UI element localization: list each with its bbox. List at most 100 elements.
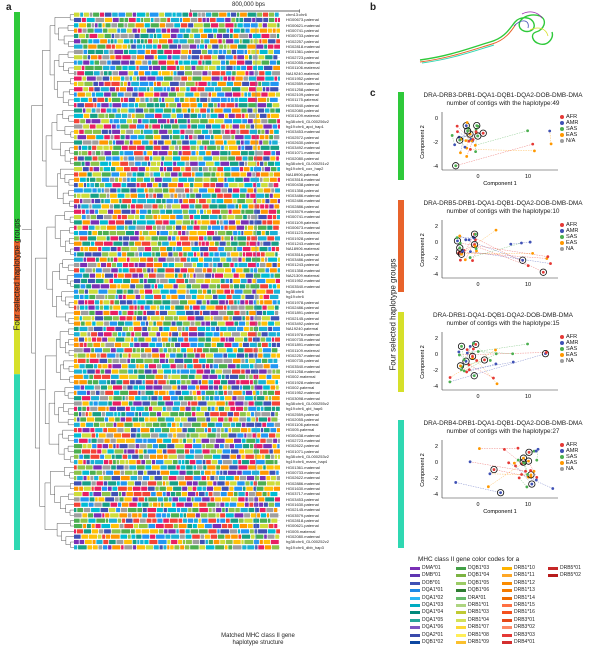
gene-block [81, 278, 88, 284]
gene-block [181, 390, 189, 395]
gene-block [126, 492, 133, 497]
gene-block [153, 358, 160, 363]
gene-block [240, 412, 246, 417]
gene-block [215, 438, 225, 443]
gene-block [177, 119, 187, 124]
gene-block [95, 225, 100, 230]
gene-block [237, 199, 245, 204]
gene-block [221, 188, 228, 193]
gene-block [113, 257, 118, 262]
gene-block [186, 230, 189, 236]
gene-block [138, 497, 144, 502]
gene-block [197, 252, 200, 257]
gene-block [110, 167, 116, 172]
gene-block [127, 177, 130, 182]
gene-block [180, 374, 188, 379]
gene-block [117, 252, 122, 257]
gene-block [266, 337, 272, 342]
gene-block [275, 246, 279, 252]
gene-block [81, 502, 88, 507]
gene-block [207, 236, 212, 241]
gene-block [211, 278, 220, 284]
gene-block [259, 294, 263, 300]
gene-block [112, 545, 121, 550]
gene-block [239, 385, 242, 390]
gene-block [274, 44, 280, 49]
pca-panel-1: DRA-DRB3-DRB1-DQA1-DQB1-DQA2-DOB-DMB-DMA… [408, 92, 598, 186]
gene-block [249, 374, 253, 379]
pca-panel-3: DRA-DRB1-DQA1-DQB1-DQA2-DOB-DMB-DMA numbe… [408, 312, 598, 406]
gene-block [176, 529, 179, 534]
gene-block [192, 49, 201, 55]
gene-block [166, 225, 173, 230]
gene-block [84, 129, 93, 134]
gene-block [198, 481, 207, 486]
gene-block [240, 380, 250, 385]
gene-block [129, 305, 134, 310]
gene-block [147, 76, 156, 81]
gene-block [261, 60, 270, 65]
gene-block [162, 188, 169, 193]
gene-block [180, 465, 186, 470]
gene-code-label: DRB1*13 [514, 587, 535, 594]
legend-label: AMR [566, 448, 579, 454]
gene-block [184, 476, 193, 481]
gene-block [246, 310, 249, 316]
gene-block [87, 278, 95, 284]
gene-block [245, 305, 254, 310]
gene-block [241, 294, 245, 300]
gene-block [257, 12, 263, 17]
gene-block [231, 422, 236, 427]
gene-block [172, 12, 176, 17]
gene-block [254, 364, 263, 369]
gene-block [188, 332, 198, 337]
gene-block [244, 225, 248, 230]
gene-block [144, 417, 149, 422]
gene-block [163, 321, 171, 326]
gene-block [122, 310, 127, 316]
legend-dot [560, 223, 564, 227]
gene-block [219, 300, 225, 305]
gene-block [205, 60, 212, 65]
gene-block [79, 438, 88, 443]
gene-block [254, 204, 260, 209]
gene-block [224, 140, 227, 145]
gene-block [82, 513, 88, 518]
gene-block [205, 353, 214, 358]
gene-block [236, 225, 245, 230]
gene-block [107, 486, 112, 491]
gene-block [214, 119, 224, 124]
gene-block [144, 273, 149, 278]
gene-block [266, 476, 271, 481]
gene-block [276, 433, 280, 438]
gene-block [142, 534, 150, 539]
gene-block [202, 17, 206, 23]
legend-label: EAS [566, 352, 578, 358]
gene-block [247, 119, 253, 124]
gene-block [176, 113, 184, 118]
gene-block [196, 406, 201, 411]
gene-block [77, 507, 83, 513]
gene-block [165, 401, 174, 406]
gene-block [184, 337, 188, 342]
gene-block [220, 284, 230, 289]
gene-block [117, 412, 121, 417]
gene-block [191, 406, 196, 411]
gene-block [159, 39, 168, 44]
gene-block [216, 513, 220, 518]
gene-block [138, 390, 141, 395]
gene-block [224, 444, 229, 449]
legend-label: EAS [566, 240, 578, 246]
gene-block [116, 438, 125, 443]
gene-block [205, 545, 215, 550]
gene-block [168, 454, 177, 459]
gene-block [179, 124, 187, 129]
gene-block [166, 513, 171, 518]
gene-block [274, 204, 280, 209]
gene-block [74, 156, 78, 161]
gene-block [131, 209, 136, 214]
gene-block [141, 396, 148, 401]
gene-block [266, 438, 273, 443]
gene-block [149, 119, 158, 124]
gene-block [146, 183, 153, 188]
